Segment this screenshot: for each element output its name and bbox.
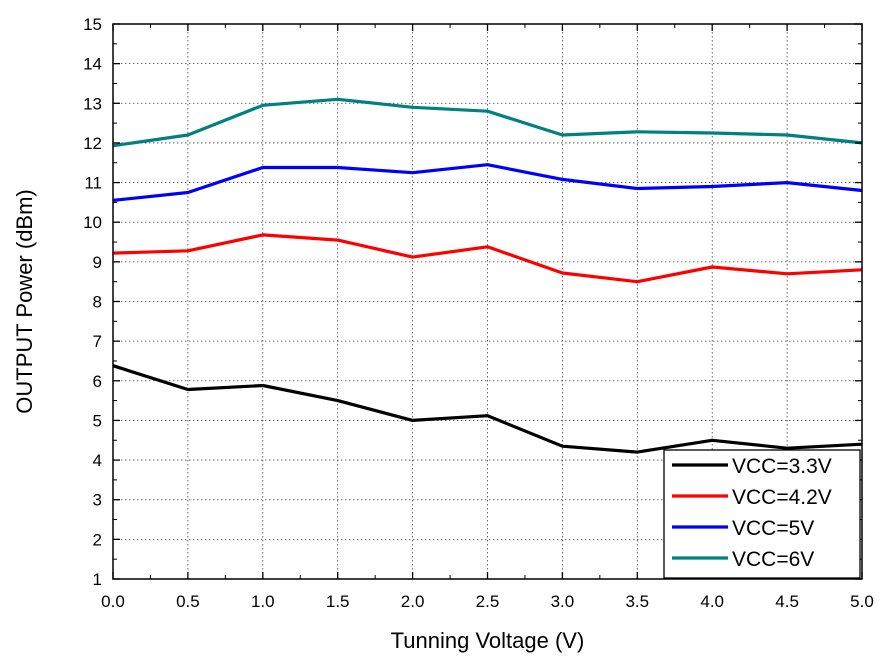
x-tick-label: 3.5	[625, 592, 649, 611]
tick-labels: 0.0 0.5 1.0 1.5 2.0 2.5 3.0 3.5 4.0 4.5 5.01234567…	[83, 15, 874, 611]
x-tick-label: 0.5	[176, 592, 200, 611]
y-tick-label: 9	[93, 253, 102, 272]
y-tick-label: 13	[83, 94, 102, 113]
y-tick-label: 3	[93, 491, 102, 510]
series-line-vcc-3-3v	[112, 364, 863, 454]
x-tick-label: 3.0	[551, 592, 575, 611]
y-tick-label: 6	[93, 372, 102, 391]
y-tick-label: 15	[83, 15, 102, 34]
x-tick-label: 1.0	[251, 592, 275, 611]
y-tick-label: 5	[93, 411, 102, 430]
legend: VCC=3.3V VCC=4.2V VCC=5V VCC=6V	[663, 449, 861, 579]
legend-label: VCC=3.3V	[732, 455, 832, 478]
x-tick-label: 0.0	[101, 592, 125, 611]
series-line-vcc-5v	[112, 163, 863, 202]
legend-label: VCC=6V	[732, 548, 814, 571]
y-tick-label: 10	[83, 213, 102, 232]
y-tick-label: 8	[93, 293, 102, 312]
x-tick-label: 4.5	[775, 592, 799, 611]
legend-label: VCC=4.2V	[732, 486, 832, 509]
x-tick-label: 5.0	[850, 592, 874, 611]
x-tick-label: 1.5	[326, 592, 350, 611]
y-tick-label: 14	[83, 55, 102, 74]
series-line-vcc-4-2v	[112, 233, 863, 284]
y-tick-label: 11	[84, 174, 102, 193]
x-axis-title: Tunning Voltage (V)	[391, 628, 585, 653]
y-axis-title: OUTPUT Power (dBm)	[12, 189, 37, 414]
y-tick-label: 4	[93, 451, 102, 470]
y-tick-label: 2	[93, 530, 102, 549]
series-line-vcc-6v	[112, 97, 863, 148]
x-tick-label: 2.0	[401, 592, 425, 611]
y-tick-label: 12	[83, 134, 102, 153]
y-tick-label: 7	[93, 332, 102, 351]
y-tick-label: 1	[93, 570, 102, 589]
x-tick-label: 2.5	[476, 592, 500, 611]
series-layer	[112, 97, 863, 454]
ticks	[112, 23, 863, 580]
legend-label: VCC=5V	[732, 517, 814, 540]
grid	[113, 24, 862, 579]
x-tick-label: 4.0	[700, 592, 724, 611]
